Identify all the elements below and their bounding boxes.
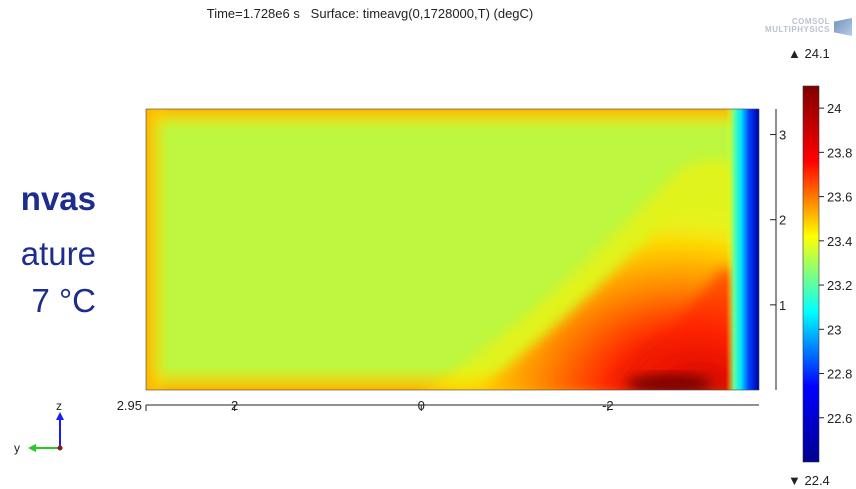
field-left-band (146, 109, 170, 390)
field-cold-wall (726, 109, 759, 390)
triad-origin (57, 445, 63, 451)
y-tick-label: 1 (779, 298, 786, 313)
triad-vertical-label: z (56, 399, 62, 413)
slide-text-fragment-2: ature (20, 235, 96, 272)
y-tick-label: 3 (779, 128, 786, 143)
colorbar-tick-label: 24 (827, 101, 841, 116)
axis-triad: z y (14, 399, 64, 455)
triad-horizontal-label: y (14, 441, 20, 455)
colorbar-tick-label: 22.8 (827, 367, 852, 382)
colorbar-ticks: 24 23.8 23.6 23.4 23.2 23 22.8 22.6 (819, 101, 852, 426)
y-tick-label: 2 (779, 213, 786, 228)
field-hot-core (606, 270, 745, 390)
colorbar-tick-label: 23.4 (827, 234, 852, 249)
plot-title: Time=1.728e6 s Surface: timeavg(0,172800… (206, 6, 534, 21)
colorbar-tick-label: 23 (827, 322, 841, 337)
x-tick-label: 0 (418, 398, 425, 413)
colorbar-tick-label: 22.6 (827, 411, 852, 426)
slide-text-fragment-3: 7 °C (31, 282, 96, 319)
colorbar-tick-label: 23.2 (827, 278, 852, 293)
colorbar-min-label: ▼ 22.4 (788, 473, 830, 488)
triad-vertical-arrowhead (56, 412, 64, 420)
x-tick-label: 2 (231, 398, 238, 413)
x-tick-label: -2 (602, 398, 614, 413)
y-axis-ticks: 1 2 3 (770, 128, 786, 313)
field-peak-spot (626, 374, 710, 390)
triad-horizontal-arrowhead (28, 444, 36, 452)
x-axis-ticks: 2.95 2 0 -2 (117, 398, 614, 413)
colorbar-tick-label: 23.6 (827, 190, 852, 205)
x-tick-label: 2.95 (117, 398, 142, 413)
colorbar-max-label: ▲ 24.1 (788, 46, 830, 61)
slide-text-fragment-1: nvas (20, 180, 96, 217)
comsol-logo: COMSOL MULTIPHYSICS (742, 18, 852, 40)
logo-wordmark: COMSOL MULTIPHYSICS (765, 17, 830, 34)
colorbar (802, 85, 820, 463)
field-top-band (146, 109, 759, 131)
logo-mark-icon (834, 18, 852, 36)
plot-frame (145, 108, 760, 391)
temperature-heatmap (146, 109, 759, 390)
colorbar-tick-label: 23.8 (827, 145, 852, 160)
